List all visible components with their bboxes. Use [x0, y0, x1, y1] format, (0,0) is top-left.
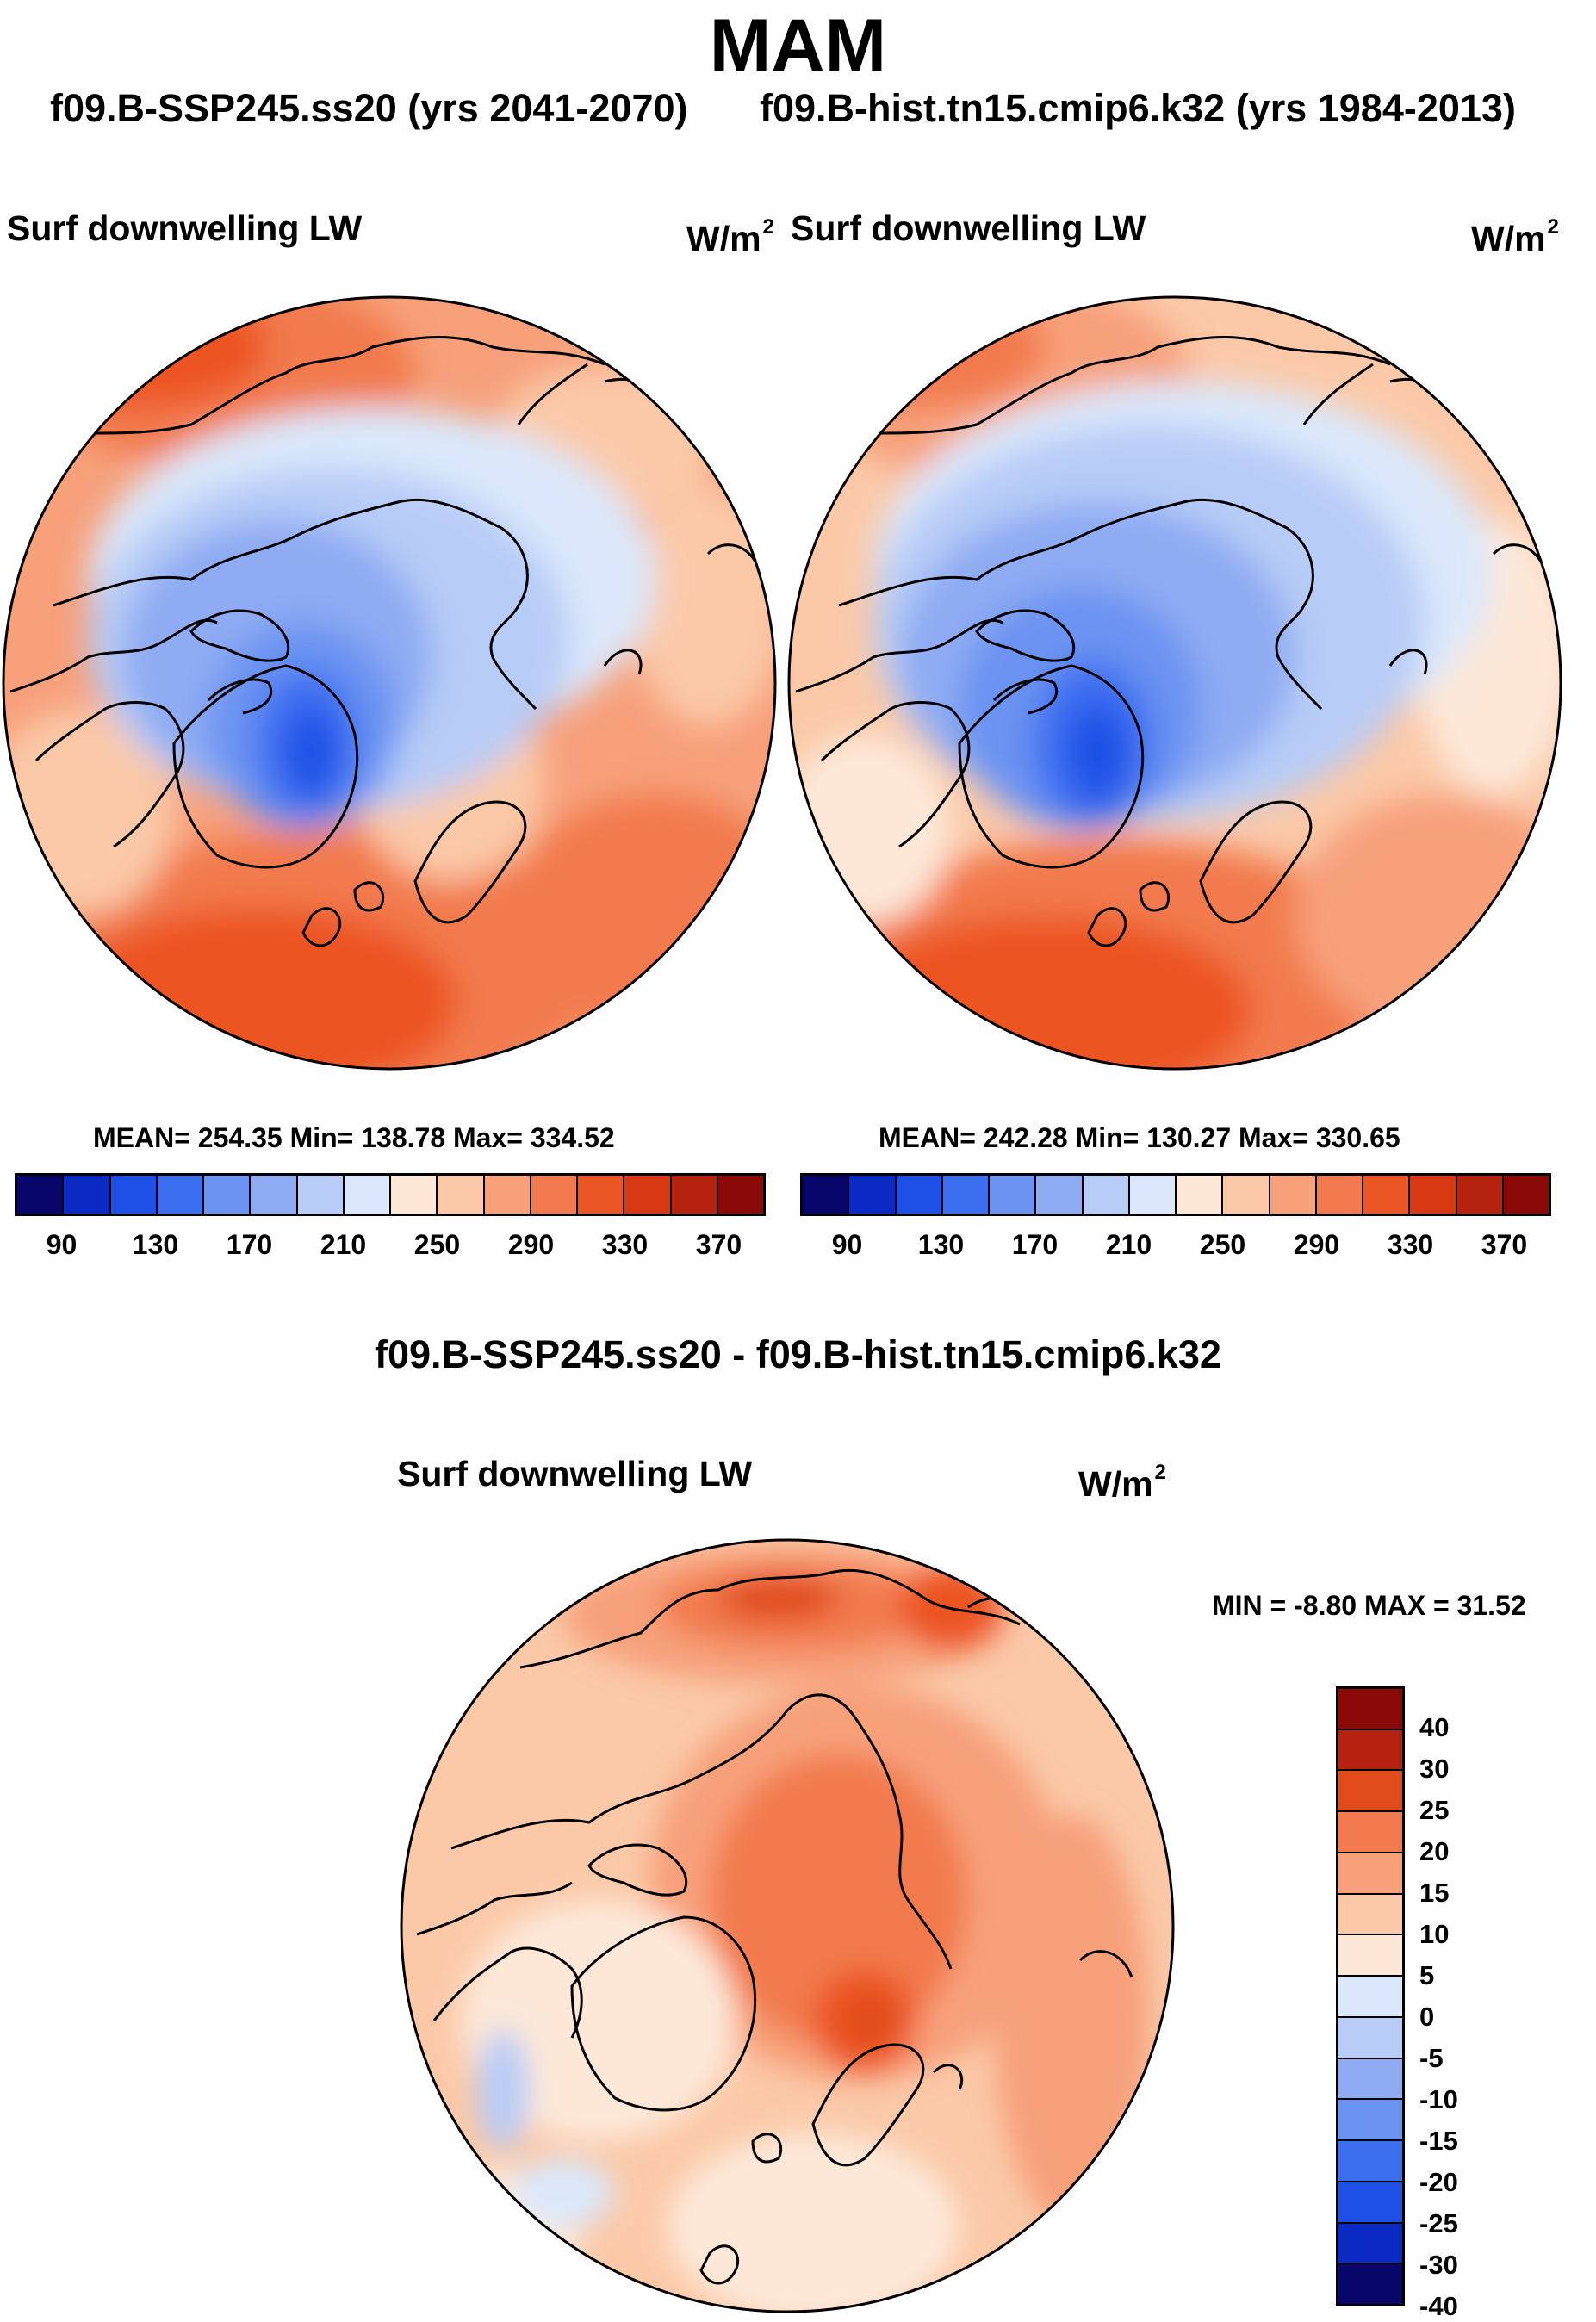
colorbar-tick-label: 170 [1011, 1229, 1059, 1260]
colorbar-swatch [1338, 2017, 1402, 2059]
colorbar-tick-label: 130 [917, 1229, 965, 1260]
colorbar-swatch [1338, 2182, 1402, 2224]
colorbar-swatch [1503, 1176, 1549, 1214]
colorbar-swatch [251, 1176, 298, 1214]
colorbar-tick-label: 90 [46, 1229, 78, 1260]
colorbar-tick-label: -20 [1419, 2167, 1458, 2197]
colorbar-swatch [17, 1176, 65, 1214]
panel2-stats: MEAN= 242.28 Min= 130.27 Max= 330.65 [879, 1122, 1400, 1153]
colorbar-swatch [1177, 1176, 1224, 1214]
panel2-colorbar [800, 1173, 1551, 1216]
colorbar-swatch [624, 1176, 672, 1214]
colorbar-tick-label: 10 [1419, 1919, 1450, 1949]
subtitle-left: f09.B-SSP245.ss20 (yrs 2041-2070) [50, 86, 688, 130]
colorbar-swatch [1338, 1894, 1402, 1936]
colorbar-swatch [1270, 1176, 1317, 1214]
colorbar-swatch [1338, 2100, 1402, 2142]
colorbar-swatch [438, 1176, 485, 1214]
colorbar-swatch [344, 1176, 391, 1214]
colorbar-tick-label: 250 [1199, 1229, 1246, 1260]
diff-colorbar [1336, 1686, 1405, 2306]
diff-variable-label: Surf downwelling LW [397, 1454, 753, 1493]
colorbar-tick-label: 330 [1387, 1229, 1434, 1260]
panel1-map [2, 295, 777, 1071]
colorbar-swatch [1338, 1935, 1402, 1977]
subtitle-right: f09.B-hist.tn15.cmip6.k32 (yrs 1984-2013… [760, 86, 1516, 130]
colorbar-tick-label: 15 [1419, 1878, 1450, 1908]
colorbar-swatch [1338, 2223, 1402, 2265]
colorbar-swatch [803, 1176, 850, 1214]
colorbar-tick-label: 370 [1481, 1229, 1528, 1260]
colorbar-swatch [1223, 1176, 1270, 1214]
colorbar-tick-label: -40 [1419, 2291, 1458, 2321]
panel2-units: W/m2 [1471, 215, 1559, 258]
colorbar-swatch [297, 1176, 345, 1214]
colorbar-swatch [896, 1176, 943, 1214]
colorbar-swatch [990, 1176, 1037, 1214]
colorbar-swatch [1316, 1176, 1363, 1214]
colorbar-swatch [671, 1176, 718, 1214]
colorbar-swatch [849, 1176, 897, 1214]
diff-stats: MIN = -8.80 MAX = 31.52 [1212, 1590, 1526, 1621]
colorbar-swatch [1338, 1977, 1402, 2018]
colorbar-swatch [1456, 1176, 1504, 1214]
colorbar-swatch [1338, 2264, 1402, 2305]
colorbar-swatch [717, 1176, 763, 1214]
panel2-variable-label: Surf downwelling LW [791, 208, 1146, 248]
colorbar-tick-label: 5 [1419, 1960, 1435, 1990]
colorbar-tick-label: 130 [132, 1229, 179, 1260]
colorbar-tick-label: 0 [1419, 2002, 1435, 2032]
diff-map [400, 1538, 1175, 2313]
colorbar-swatch [1338, 1689, 1402, 1730]
panel1-colorbar [15, 1173, 766, 1216]
colorbar-swatch [204, 1176, 252, 1214]
panel1-units: W/m2 [686, 215, 774, 258]
colorbar-swatch [1036, 1176, 1084, 1214]
colorbar-tick-label: 370 [695, 1229, 742, 1260]
colorbar-swatch [391, 1176, 438, 1214]
colorbar-tick-label: 210 [320, 1229, 367, 1260]
colorbar-swatch [531, 1176, 578, 1214]
diff-units: W/m2 [1078, 1461, 1166, 1504]
colorbar-tick-label: -25 [1419, 2208, 1458, 2238]
colorbar-swatch [1338, 1771, 1402, 1813]
colorbar-swatch [1083, 1176, 1130, 1214]
colorbar-tick-label: -15 [1419, 2126, 1458, 2156]
colorbar-tick-label: 250 [413, 1229, 461, 1260]
colorbar-swatch [1338, 2058, 1402, 2101]
colorbar-swatch [1338, 1729, 1402, 1772]
colorbar-swatch [1129, 1176, 1177, 1214]
colorbar-swatch [110, 1176, 158, 1214]
colorbar-tick-label: -30 [1419, 2250, 1458, 2280]
panel2-map [787, 295, 1562, 1071]
colorbar-tick-label: 30 [1419, 1754, 1450, 1784]
colorbar-tick-label: -10 [1419, 2084, 1458, 2114]
colorbar-tick-label: 40 [1419, 1712, 1450, 1742]
colorbar-swatch [1338, 1812, 1402, 1853]
panel1-stats: MEAN= 254.35 Min= 138.78 Max= 334.52 [93, 1122, 615, 1153]
colorbar-swatch [1363, 1176, 1411, 1214]
colorbar-swatch [157, 1176, 204, 1214]
colorbar-swatch [1410, 1176, 1457, 1214]
main-title: MAM [709, 4, 887, 87]
colorbar-tick-label: 210 [1105, 1229, 1152, 1260]
colorbar-swatch [578, 1176, 625, 1214]
colorbar-tick-label: -5 [1419, 2043, 1444, 2073]
panel1-variable-label: Surf downwelling LW [7, 208, 363, 248]
colorbar-swatch [484, 1176, 531, 1214]
colorbar-tick-label: 290 [507, 1229, 555, 1260]
colorbar-swatch [1338, 2141, 1402, 2182]
colorbar-swatch [942, 1176, 990, 1214]
colorbar-swatch [1338, 1853, 1402, 1895]
colorbar-tick-label: 290 [1293, 1229, 1340, 1260]
diff-title: f09.B-SSP245.ss20 - f09.B-hist.tn15.cmip… [375, 1332, 1221, 1376]
colorbar-tick-label: 330 [601, 1229, 649, 1260]
colorbar-tick-label: 170 [226, 1229, 273, 1260]
colorbar-tick-label: 90 [831, 1229, 863, 1260]
colorbar-swatch [64, 1176, 111, 1214]
colorbar-tick-label: 20 [1419, 1836, 1450, 1866]
colorbar-tick-label: 25 [1419, 1795, 1450, 1825]
